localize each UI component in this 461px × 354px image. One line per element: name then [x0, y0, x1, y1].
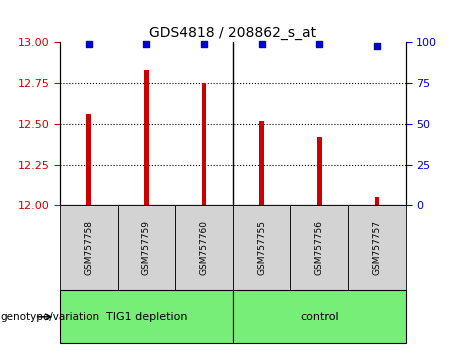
Text: GSM757758: GSM757758: [84, 220, 93, 275]
Point: [85, 41, 92, 47]
Title: GDS4818 / 208862_s_at: GDS4818 / 208862_s_at: [149, 26, 316, 40]
Bar: [374, 197, 379, 205]
Bar: [259, 121, 264, 205]
Text: GSM757760: GSM757760: [200, 220, 208, 275]
Point: [373, 43, 381, 48]
Text: TIG1 depletion: TIG1 depletion: [106, 312, 187, 322]
Bar: [201, 83, 206, 205]
Point: [258, 41, 266, 47]
Text: control: control: [300, 312, 338, 322]
Bar: [144, 70, 148, 205]
Text: GSM757756: GSM757756: [315, 220, 324, 275]
Bar: [317, 137, 321, 205]
Text: GSM757759: GSM757759: [142, 220, 151, 275]
Bar: [86, 114, 91, 205]
Point: [142, 41, 150, 47]
Point: [315, 41, 323, 47]
Point: [200, 41, 207, 47]
Text: GSM757757: GSM757757: [372, 220, 381, 275]
Text: genotype/variation: genotype/variation: [0, 312, 99, 322]
Text: GSM757755: GSM757755: [257, 220, 266, 275]
